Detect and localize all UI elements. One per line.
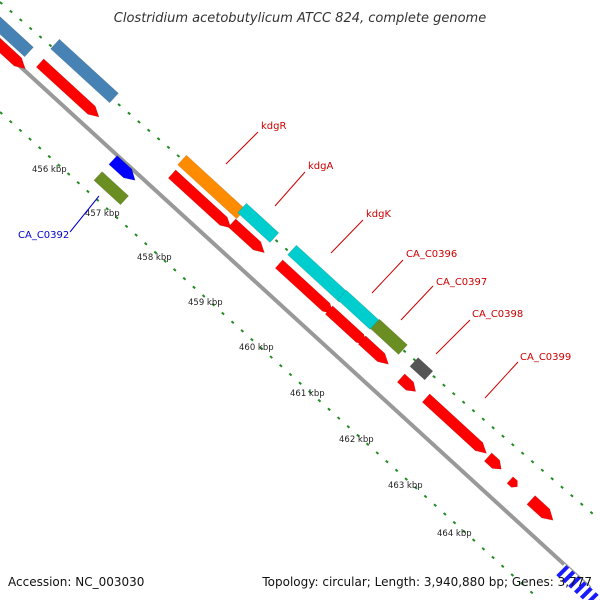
tick-label: 461 kbp xyxy=(290,389,325,399)
cds-arrow[interactable] xyxy=(35,58,100,118)
lower-guide-dotted-line xyxy=(0,111,541,600)
feature-blue-bar[interactable] xyxy=(108,155,136,181)
tick-label: 457 kbp xyxy=(85,209,120,219)
leader-line-CA_C0399 xyxy=(484,361,519,399)
tick-label: 460 kbp xyxy=(239,343,274,353)
feature-striped-bar[interactable] xyxy=(555,563,600,600)
gene-label-CA_C0398[interactable]: CA_C0398 xyxy=(472,309,523,320)
cds-arrow-CA_C0398[interactable] xyxy=(396,373,417,392)
feature-steelblue-bar[interactable] xyxy=(50,38,119,104)
leader-line-kdgA xyxy=(274,171,306,207)
leader-line-CA_C0397 xyxy=(400,285,434,321)
leader-line-kdgK xyxy=(330,219,364,254)
feature-steelblue-bar[interactable] xyxy=(0,0,34,58)
feature-olive-bar-CA_C0397[interactable] xyxy=(370,318,408,355)
cds-arrow-kdgR[interactable] xyxy=(167,169,232,229)
gene-label-CA_C0392[interactable]: CA_C0392 xyxy=(18,230,69,241)
cds-arrow[interactable] xyxy=(526,495,554,521)
cds-arrow-kdgA[interactable] xyxy=(227,218,265,254)
gene-label-CA_C0396[interactable]: CA_C0396 xyxy=(406,249,457,260)
gene-label-kdgR[interactable]: kdgR xyxy=(261,121,286,132)
gene-label-CA_C0399[interactable]: CA_C0399 xyxy=(520,352,571,363)
tick-label: 458 kbp xyxy=(137,253,172,263)
cds-arrow[interactable] xyxy=(483,452,502,470)
leader-line-CA_C0396 xyxy=(371,259,404,294)
tick-label: 459 kbp xyxy=(188,298,223,308)
leader-line-kdgR xyxy=(225,131,259,165)
scale-ticks: 456 kbp 457 kbp 458 kbp 459 kbp 460 kbp … xyxy=(32,165,472,539)
cds-arrow-CA_C0397[interactable] xyxy=(357,335,389,365)
tick-label: 464 kbp xyxy=(437,529,472,539)
cds-arrow-CA_C0399[interactable] xyxy=(421,393,487,454)
accession-text: Accession: NC_003030 xyxy=(8,575,144,589)
map-title: Clostridium acetobutylicum ATCC 824, com… xyxy=(114,11,486,26)
tick-label: 462 kbp xyxy=(339,435,374,445)
tick-label: 456 kbp xyxy=(32,165,67,175)
feature-olive-bar[interactable] xyxy=(93,171,130,206)
gene-labels: CA_C0392 kdgR kdgA kdgK CA_C0396 CA_C039… xyxy=(18,121,571,399)
tick-label: 463 kbp xyxy=(388,481,423,491)
gene-label-kdgA[interactable]: kdgA xyxy=(308,161,333,172)
cds-arrow[interactable] xyxy=(0,14,26,70)
feature-gray-bar-CA_C0398[interactable] xyxy=(409,357,434,381)
gene-label-kdgK[interactable]: kdgK xyxy=(366,209,391,220)
feature-cyan-bar-kdgA[interactable] xyxy=(237,202,280,243)
genome-backbone-line xyxy=(0,46,592,590)
gene-label-CA_C0397[interactable]: CA_C0397 xyxy=(436,277,487,288)
leader-line-CA_C0392 xyxy=(69,195,100,233)
genome-summary-text: Topology: circular; Length: 3,940,880 bp… xyxy=(261,575,592,589)
leader-line-CA_C0398 xyxy=(435,319,471,355)
cds-arrow[interactable] xyxy=(506,476,518,488)
